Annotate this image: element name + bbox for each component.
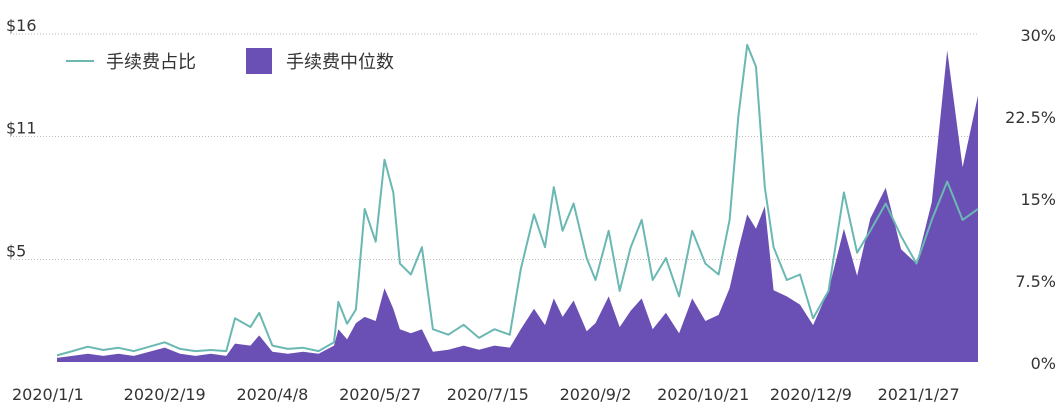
legend-area-swatch: [246, 48, 272, 74]
legend-label-fee-share: 手续费占比: [106, 52, 196, 73]
x-tick-label: 2021/1/27: [878, 385, 960, 404]
y-left-tick-label: $5: [6, 242, 26, 261]
axis-layer: $16 $11 $5 30% 22.5% 15% 7.5% 0% 2020/1/1 2020/2/…: [6, 16, 1056, 404]
y-left-tick-label: $16: [6, 16, 37, 35]
y-right-tick-label: 15%: [1020, 190, 1056, 209]
x-tick-label: 2020/5/27: [339, 385, 421, 404]
series-fee-share-line: [56, 43, 979, 357]
x-tick-label: 2020/12/9: [770, 385, 852, 404]
x-tick-label: 2020/7/15: [447, 385, 529, 404]
line-layer: [56, 43, 979, 357]
legend: 手续费占比 手续费中位数: [66, 48, 394, 74]
x-tick-label: 2020/4/8: [236, 385, 308, 404]
y-right-tick-label: 7.5%: [1015, 272, 1056, 291]
y-right-tick-label: 22.5%: [1005, 108, 1056, 127]
y-left-tick-label: $11: [6, 119, 37, 138]
y-right-tick-label: 0%: [1031, 354, 1056, 373]
series-median-fee-area: [57, 50, 978, 363]
x-tick-label: 2020/2/19: [124, 385, 206, 404]
legend-label-median-fee: 手续费中位数: [286, 52, 394, 73]
x-tick-label: 2020/10/21: [657, 385, 749, 404]
x-tick-label: 2020/9/2: [560, 385, 632, 404]
y-right-tick-label: 30%: [1020, 26, 1056, 45]
area-layer: [57, 50, 978, 363]
x-tick-label: 2020/1/1: [12, 385, 84, 404]
